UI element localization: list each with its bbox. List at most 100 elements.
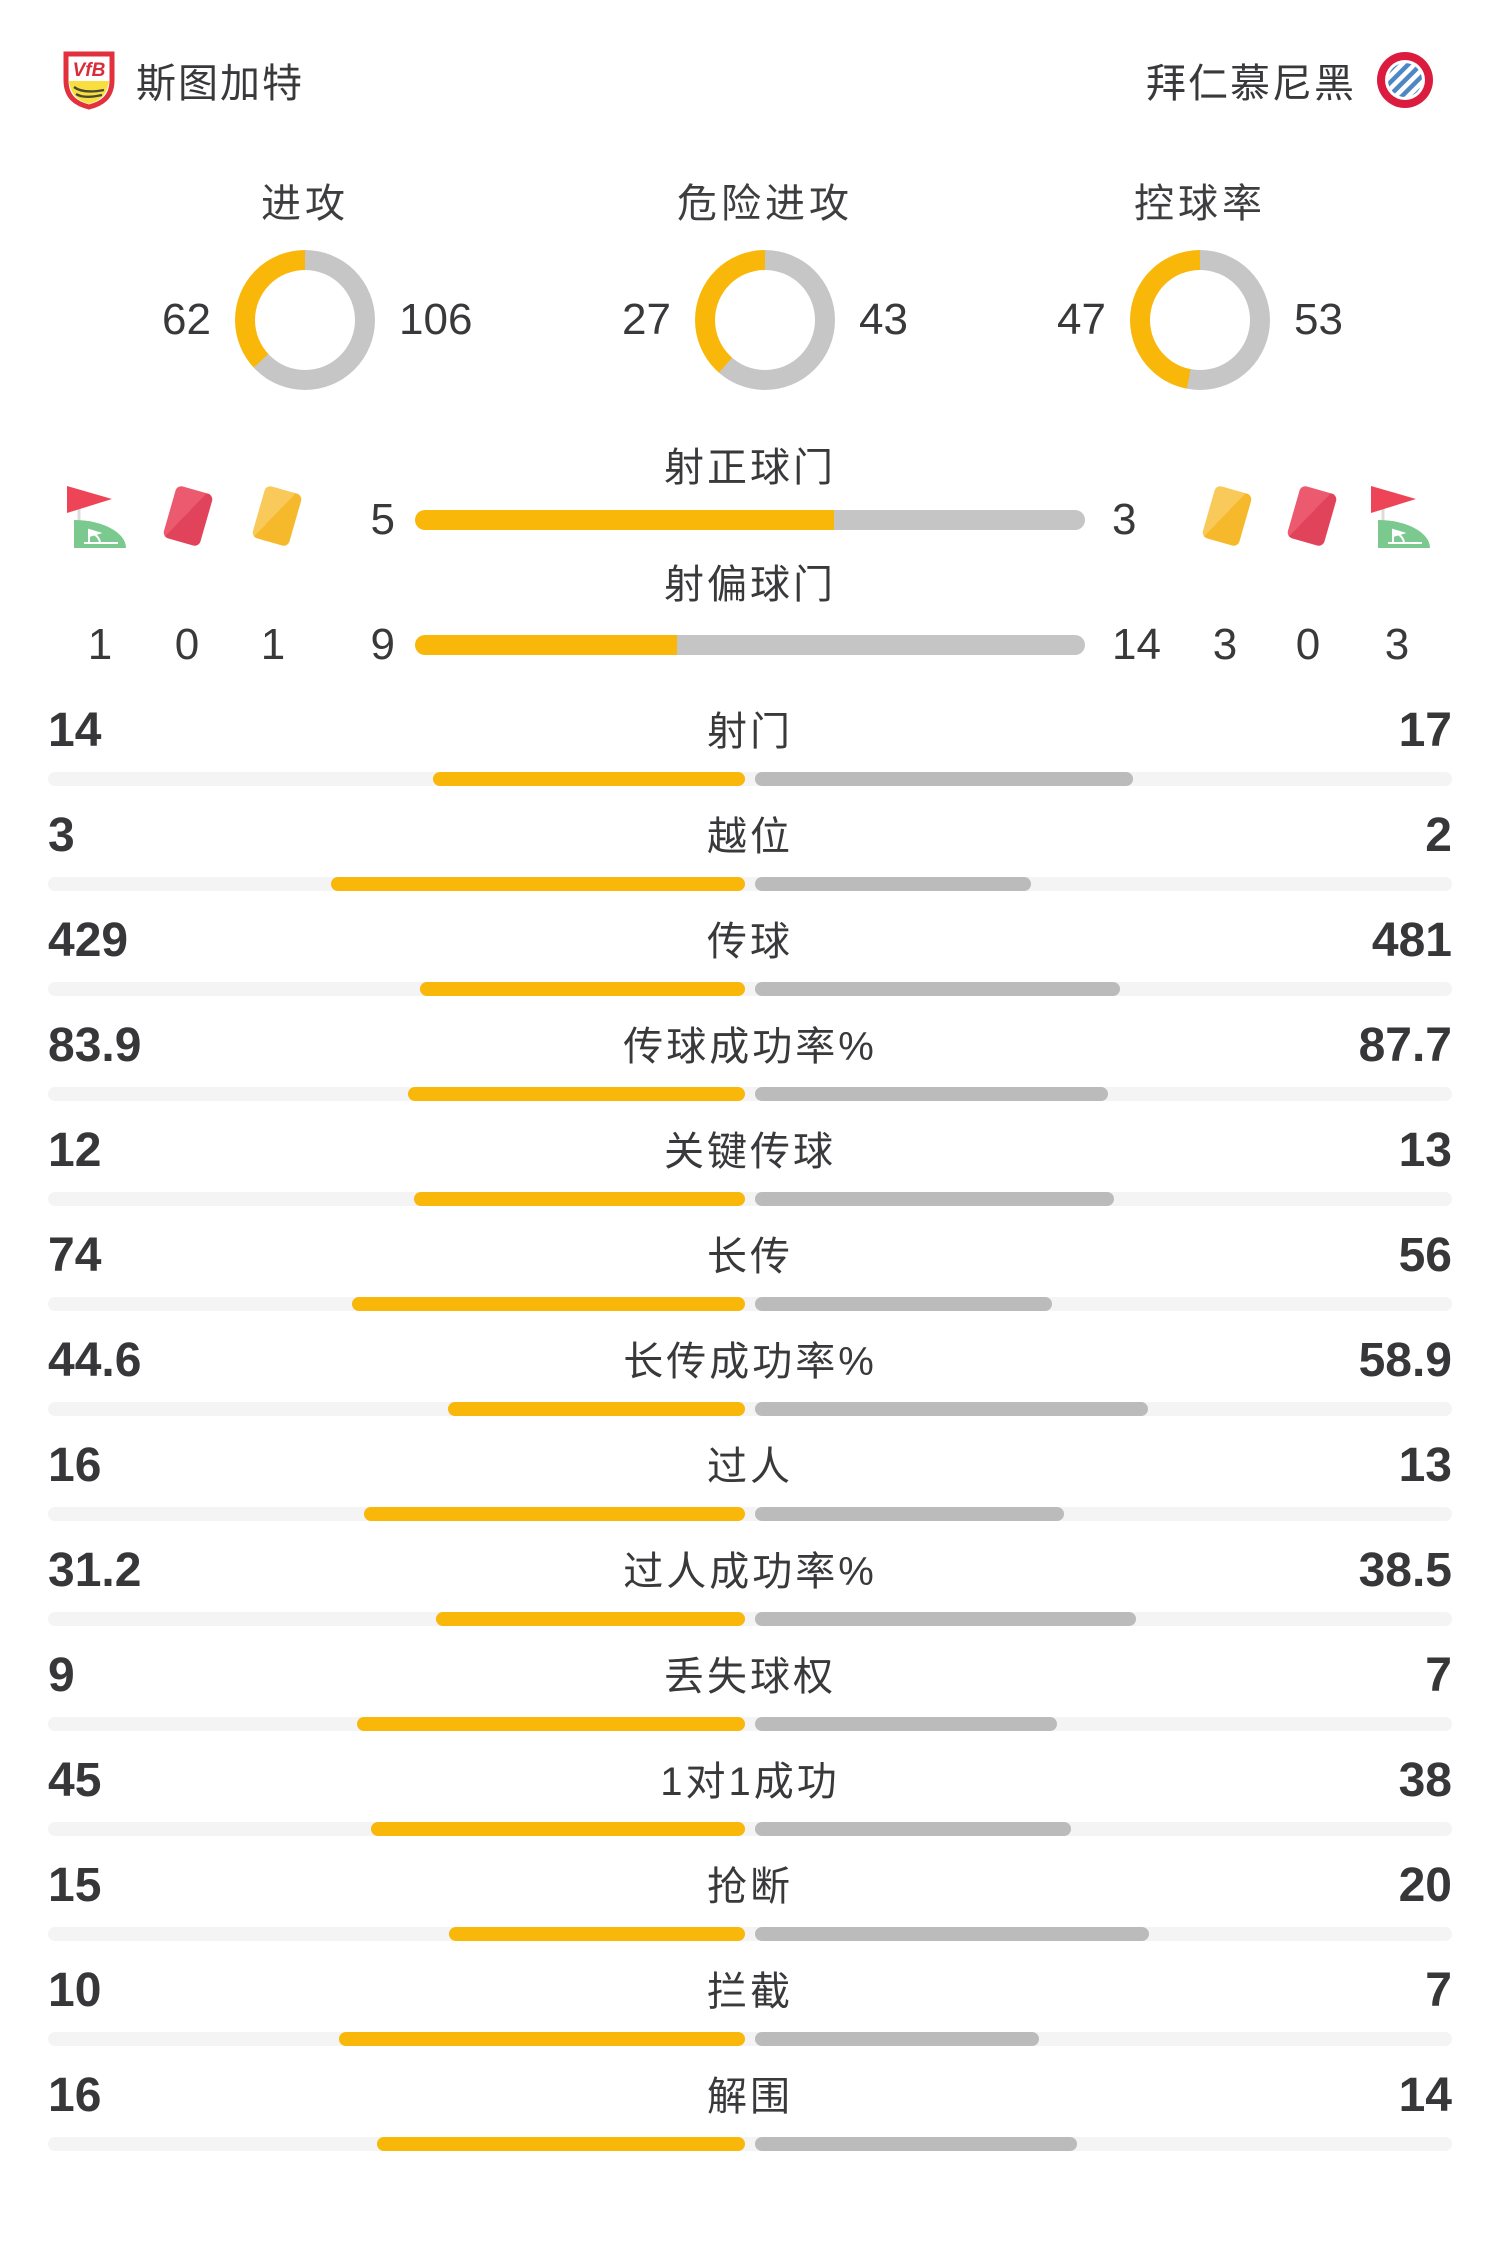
- away-team-logo-bayern-icon: [1377, 52, 1433, 108]
- shots-off-target-home-bar: [415, 635, 678, 655]
- stat-away-value: 13: [1398, 1124, 1452, 1177]
- stat-bar-track: [48, 2032, 1452, 2046]
- stat-bar-track: [48, 2137, 1452, 2151]
- stat-row: 12 关键传球 13: [0, 1110, 1500, 1215]
- shots-on-target-bar: [415, 510, 1085, 530]
- stat-home-bar: [377, 2137, 745, 2151]
- stat-away-bar: [755, 2032, 1040, 2046]
- away-red-card-count: 0: [1295, 620, 1321, 669]
- stat-bar-track: [48, 1087, 1452, 1101]
- stat-away-bar: [755, 877, 1031, 891]
- possession-donut-group: 控球率 47 53: [970, 182, 1430, 390]
- away-corner-flag-icon: [1371, 486, 1430, 548]
- dangerous-attacks-away-value: 43: [859, 295, 908, 344]
- stat-bar-track: [48, 772, 1452, 786]
- stat-home-value: 3: [48, 809, 75, 862]
- stat-row: 44.6 长传成功率% 58.9: [0, 1320, 1500, 1425]
- home-red-card-icon: [162, 484, 214, 548]
- dangerous-attacks-label: 危险进攻: [677, 182, 853, 226]
- stat-label: 关键传球: [664, 1130, 836, 1174]
- stat-bar-track: [48, 877, 1452, 891]
- possession-donut-chart: [1130, 250, 1270, 390]
- stat-bar-track: [48, 1717, 1452, 1731]
- stat-away-value: 13: [1398, 1439, 1452, 1492]
- stat-away-bar: [755, 772, 1134, 786]
- stat-row: 10 拦截 7: [0, 1950, 1500, 2055]
- stat-bar-track: [48, 1822, 1452, 1836]
- stat-home-bar: [436, 1612, 745, 1626]
- away-team-name: 拜仁慕尼黑: [1146, 62, 1356, 106]
- shots-on-target-home-value: 5: [370, 495, 395, 544]
- stat-home-value: 12: [48, 1124, 102, 1177]
- attacks-home-value: 62: [162, 295, 211, 344]
- stats-list: 14 射门 17 3 越位 2 429 传球 481 83.9 传球成功率% 8…: [0, 690, 1500, 2160]
- stat-home-value: 16: [48, 2069, 102, 2122]
- stat-home-bar: [356, 1717, 745, 1731]
- attacks-away-value: 106: [399, 295, 473, 344]
- stat-bar-track: [48, 1402, 1452, 1416]
- shots-on-target-label: 射正球门: [664, 446, 836, 490]
- away-red-card-icon: [1286, 484, 1338, 548]
- shots-off-target-away-value: 14: [1112, 620, 1161, 669]
- stat-row: 16 解围 14: [0, 2055, 1500, 2160]
- svg-text:VfB: VfB: [73, 60, 106, 81]
- stat-row: 15 抢断 20: [0, 1845, 1500, 1950]
- stat-away-bar: [755, 2137, 1077, 2151]
- stat-away-value: 38: [1398, 1754, 1452, 1807]
- stat-row: 83.9 传球成功率% 87.7: [0, 1005, 1500, 1110]
- away-corner-count: 3: [1384, 620, 1410, 669]
- stat-bar-track: [48, 1297, 1452, 1311]
- stat-home-value: 9: [48, 1649, 75, 1702]
- attacks-label: 进攻: [261, 182, 349, 226]
- possession-away-value: 53: [1294, 295, 1343, 344]
- stat-home-value: 429: [48, 914, 129, 967]
- stat-label: 1对1成功: [660, 1760, 840, 1804]
- stat-away-bar: [755, 1297, 1053, 1311]
- stat-label: 越位: [707, 815, 793, 859]
- dangerous-attacks-donut-chart: [695, 250, 835, 390]
- shots-off-target-label: 射偏球门: [664, 563, 836, 607]
- stat-away-value: 58.9: [1358, 1334, 1452, 1387]
- stat-away-bar: [755, 1927, 1150, 1941]
- away-yellow-card-count: 3: [1212, 620, 1238, 669]
- stat-label: 丢失球权: [664, 1655, 836, 1699]
- stat-home-value: 14: [48, 704, 102, 757]
- stat-away-bar: [755, 1822, 1071, 1836]
- stat-away-value: 7: [1425, 1649, 1452, 1702]
- stat-row: 16 过人 13: [0, 1425, 1500, 1530]
- stat-away-bar: [755, 1192, 1114, 1206]
- stat-away-bar: [755, 1087, 1108, 1101]
- stat-away-value: 2: [1425, 809, 1452, 862]
- stat-home-bar: [370, 1822, 745, 1836]
- stat-label: 过人成功率%: [623, 1550, 877, 1594]
- stat-away-value: 7: [1425, 1964, 1452, 2017]
- stat-home-value: 74: [48, 1229, 102, 1282]
- stat-label: 解围: [707, 2075, 793, 2119]
- stat-away-bar: [755, 1507, 1065, 1521]
- stat-bar-track: [48, 1927, 1452, 1941]
- stat-label: 抢断: [707, 1865, 793, 1909]
- shots-off-target-bar: [415, 635, 1085, 655]
- stat-bar-track: [48, 1192, 1452, 1206]
- home-red-card-count: 0: [174, 620, 200, 669]
- stat-label: 传球: [707, 920, 793, 964]
- shots-on-target-away-value: 3: [1112, 495, 1137, 544]
- away-team-header: 拜仁慕尼黑: [1146, 48, 1434, 112]
- stat-row: 31.2 过人成功率% 38.5: [0, 1530, 1500, 1635]
- stat-bar-track: [48, 982, 1452, 996]
- stat-home-bar: [413, 1192, 745, 1206]
- stat-away-value: 481: [1371, 914, 1452, 967]
- possession-label: 控球率: [1134, 182, 1266, 226]
- home-corner-flag-icon: [67, 486, 126, 548]
- stat-home-value: 83.9: [48, 1019, 142, 1072]
- home-team-logo-vfb-icon: VfB: [63, 51, 115, 110]
- shots-off-target-away-bar: [677, 635, 1085, 655]
- home-corner-count: 1: [87, 620, 113, 669]
- stat-label: 过人: [707, 1445, 793, 1489]
- stat-away-value: 87.7: [1358, 1019, 1452, 1072]
- attacks-donut-chart: [235, 250, 375, 390]
- possession-home-value: 47: [1057, 295, 1106, 344]
- stat-away-value: 20: [1398, 1859, 1452, 1912]
- stat-away-bar: [755, 1717, 1057, 1731]
